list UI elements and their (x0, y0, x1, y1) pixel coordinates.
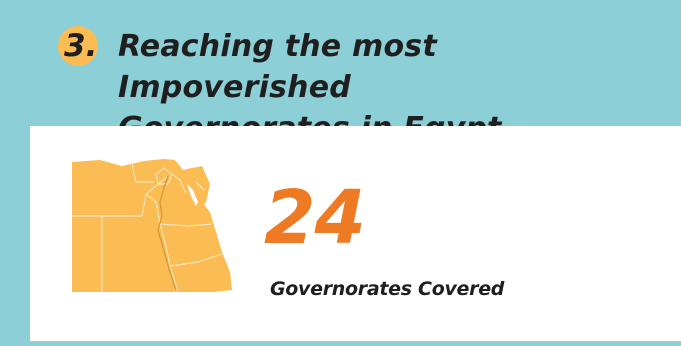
section-number-badge (58, 26, 98, 66)
governorates-count: 24 (264, 175, 366, 261)
egypt-map-icon (72, 159, 232, 293)
content-panel: 24 Governorates Covered (30, 126, 681, 341)
section-title-line-1: Reaching the most Impoverished (118, 29, 437, 105)
section-number: 3. (64, 28, 98, 64)
governorates-label: Governorates Covered (270, 278, 505, 300)
header-band: 3. Reaching the most Impoverished Govern… (0, 0, 681, 146)
